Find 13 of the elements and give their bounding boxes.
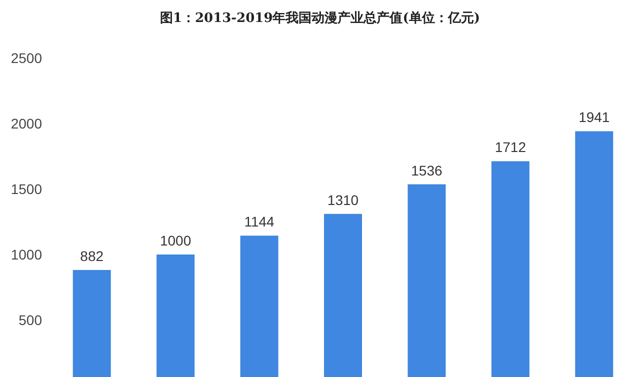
y-tick-label: 2000 [10, 116, 42, 132]
chart-title: 图1：2013-2019年我国动漫产业总产值(单位：亿元) [160, 10, 480, 26]
data-label: 1310 [327, 192, 359, 208]
data-label: 1941 [578, 109, 610, 126]
data-label: 1536 [411, 162, 442, 178]
data-label: 1000 [160, 232, 192, 249]
y-tick-label: 1000 [10, 246, 42, 263]
data-label: 1144 [244, 214, 275, 230]
data-label: 1712 [494, 139, 526, 156]
y-tick-label: 500 [18, 312, 42, 328]
y-tick-label: 1500 [10, 181, 42, 198]
data-label: 882 [80, 248, 104, 264]
y-tick-label: 2500 [10, 50, 42, 66]
